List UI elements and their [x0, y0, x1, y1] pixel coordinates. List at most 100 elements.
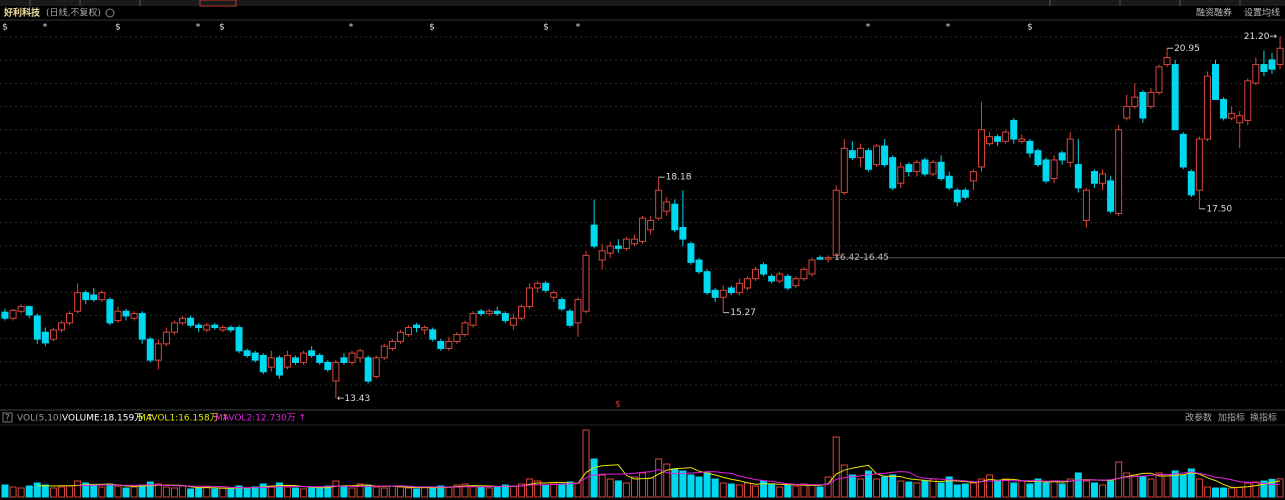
price-annotation: 18.18	[666, 173, 692, 183]
volume-bar	[509, 485, 517, 498]
volume-bar	[493, 486, 501, 498]
candle-body	[283, 354, 291, 368]
event-marker[interactable]: $	[543, 23, 549, 33]
link[interactable]: 设置均线	[1244, 7, 1280, 19]
candle-body	[356, 350, 364, 359]
candle-body	[663, 201, 671, 212]
volume-bar	[639, 472, 647, 498]
help-box[interactable]	[2, 412, 13, 423]
volume-bar	[792, 485, 800, 498]
volume-bar	[162, 486, 170, 498]
candle-body	[743, 278, 751, 289]
volume-bar	[614, 480, 622, 498]
volume-bar	[1058, 483, 1066, 498]
candle-body	[74, 292, 82, 312]
volume-bar	[1042, 482, 1050, 498]
candle-body	[550, 292, 558, 298]
event-marker[interactable]: *	[196, 23, 201, 33]
candle-body	[33, 315, 41, 340]
volume-bar	[9, 486, 17, 498]
volume-bar	[179, 485, 187, 498]
volume-bar	[356, 483, 364, 498]
candle-body	[1244, 80, 1252, 121]
candle-body	[832, 189, 840, 256]
event-marker[interactable]: $	[2, 23, 8, 33]
candle-body	[913, 161, 921, 173]
volume-bar	[106, 483, 114, 498]
event-marker[interactable]: $	[219, 23, 225, 33]
candle-body	[332, 361, 340, 382]
volume-bar	[1155, 472, 1163, 498]
volume-bar	[1252, 481, 1260, 498]
volume-bar	[534, 480, 542, 498]
active-tab[interactable]	[199, 0, 237, 7]
volume-bar	[154, 483, 162, 498]
volume-bar	[1220, 487, 1228, 498]
candle-body	[267, 357, 275, 368]
volume-bar	[816, 486, 824, 498]
volume-bar	[485, 487, 493, 498]
event-marker[interactable]: *	[349, 23, 354, 33]
volume-bar	[1107, 479, 1115, 498]
volume-bar	[647, 477, 655, 498]
settings-icon[interactable]	[105, 8, 115, 18]
panel-button[interactable]: 换指标	[1250, 412, 1277, 424]
candle-body	[187, 317, 195, 326]
volume-bar	[405, 487, 412, 498]
panel-button[interactable]: 加指标	[1218, 412, 1245, 424]
candle-body	[106, 299, 114, 324]
event-marker[interactable]: *	[866, 23, 871, 33]
volume-bar	[558, 483, 566, 498]
candle-body	[622, 238, 630, 249]
volume-bar	[1163, 475, 1171, 498]
candle-body	[695, 259, 703, 273]
candle-body	[566, 310, 574, 326]
candle-body	[655, 189, 663, 219]
volume-bar	[1179, 474, 1187, 498]
event-marker[interactable]: $	[615, 400, 621, 410]
volume-bar	[566, 481, 574, 498]
candle-body	[82, 292, 90, 301]
volume-bar	[437, 485, 445, 498]
volume-bar	[1, 484, 9, 498]
event-marker[interactable]: *	[946, 23, 951, 33]
volume-bar	[889, 474, 897, 498]
volume-bar	[856, 478, 864, 498]
volume-bar	[1131, 474, 1139, 498]
event-marker[interactable]: *	[43, 23, 48, 33]
candle-body	[49, 329, 57, 340]
volume-bar	[421, 486, 429, 498]
volume-bar	[727, 483, 735, 498]
help-icon[interactable]: ?	[5, 414, 10, 424]
candle-body	[243, 350, 251, 356]
candle-body	[41, 331, 49, 344]
volume-bar	[969, 482, 977, 498]
event-marker[interactable]: $	[429, 23, 435, 33]
volume-bar	[501, 484, 509, 498]
candle-body	[800, 268, 808, 280]
candle-body	[1195, 138, 1203, 191]
candle-body	[1099, 173, 1107, 184]
volume-bar	[937, 482, 945, 498]
volume-bar	[526, 478, 534, 498]
volume-bar	[316, 486, 324, 498]
candle-body	[1082, 189, 1090, 221]
link[interactable]: 融资融券	[1196, 7, 1232, 19]
volume-bar	[768, 483, 776, 498]
top-tabs	[0, 0, 1285, 6]
candle-body	[574, 299, 582, 324]
volume-bar	[17, 487, 25, 498]
volume-bar	[735, 484, 743, 498]
volume-bar	[905, 481, 913, 498]
volume-bar	[977, 478, 985, 498]
event-marker[interactable]: *	[576, 23, 581, 33]
volume-bar	[1123, 472, 1131, 498]
event-marker[interactable]: $	[115, 23, 121, 33]
event-marker[interactable]: $	[1027, 23, 1033, 33]
volume-bar	[590, 458, 598, 498]
candle-body	[1228, 112, 1236, 119]
volume-bar	[243, 487, 251, 498]
panel-button[interactable]: 改参数	[1185, 412, 1212, 424]
volume-bar	[388, 485, 396, 498]
